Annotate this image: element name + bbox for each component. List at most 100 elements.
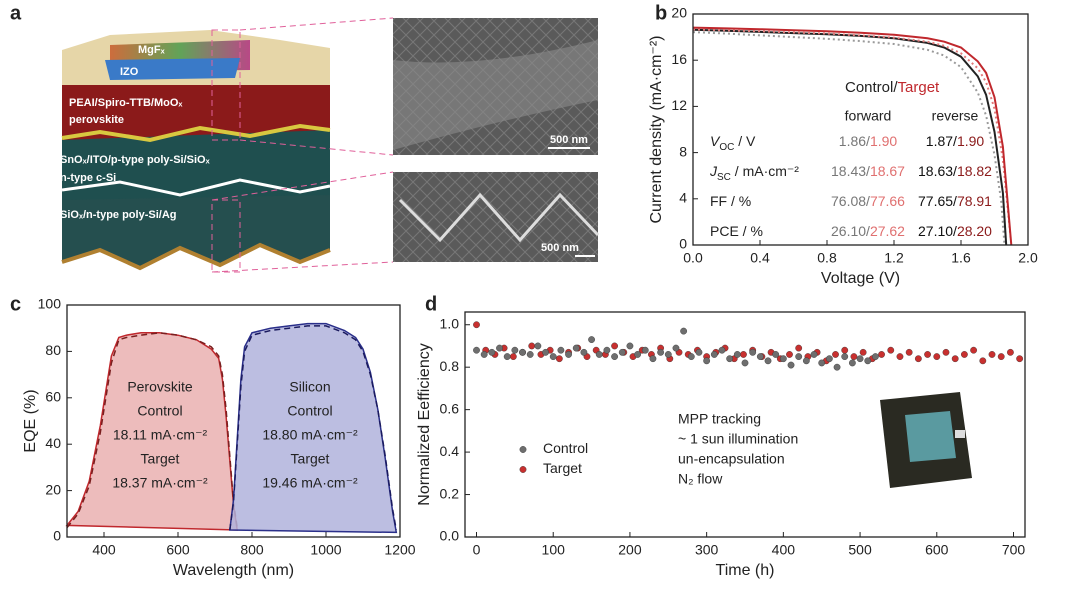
row-label-part: V (710, 133, 721, 149)
x-tick-label: 0.4 (750, 250, 770, 266)
scale-bar-label: 500 nm (541, 242, 579, 254)
data-point (933, 353, 941, 360)
target-value: 28.20 (957, 223, 992, 239)
y-tick-label: 40 (45, 435, 61, 451)
panel-label: d (425, 293, 437, 315)
control-value: 1.87 (926, 133, 953, 149)
x-tick-label: 400 (92, 542, 116, 558)
eqe-annotation: Control (287, 403, 332, 419)
x-tick-label: 100 (542, 542, 566, 558)
column-header: forward (845, 108, 892, 124)
row-label-part: FF / % (710, 193, 751, 209)
row-label-part: SC (717, 172, 731, 183)
device-photo (880, 392, 972, 488)
panel-label: c (10, 293, 21, 315)
data-point (488, 348, 496, 356)
table-cell: 27.10/28.20 (918, 223, 992, 239)
target-value: 18.67 (870, 163, 905, 179)
layer-label: MgFₓ (138, 44, 166, 56)
x-tick-label: 0 (473, 542, 481, 558)
y-tick-label: 60 (45, 389, 61, 405)
table-cell: 1.86/1.90 (839, 133, 898, 149)
target-value: 18.82 (957, 163, 992, 179)
x-tick-label: 1.6 (951, 250, 971, 266)
data-point (634, 351, 642, 358)
condition-annotation: un-encapsulation (678, 451, 785, 467)
data-point (960, 351, 968, 358)
data-point (496, 344, 503, 352)
jv-curve (692, 26, 1013, 246)
header-target: Target (898, 79, 941, 96)
x-tick-label: 400 (772, 542, 796, 558)
y-tick-label: 12 (671, 97, 687, 113)
control-value: 27.10 (918, 223, 953, 239)
data-point (526, 351, 534, 358)
layer-label: SnOₓ/ITO/p-type poly-Si/SiOₓ (60, 154, 211, 166)
data-point (864, 357, 872, 365)
y-tick-label: 4 (679, 190, 687, 206)
data-point (555, 355, 563, 363)
separator: / (866, 163, 870, 179)
y-tick-label: 0.0 (440, 528, 460, 544)
separator: / (866, 223, 870, 239)
data-point (1007, 348, 1014, 356)
data-point (580, 348, 588, 356)
eqe-annotation: 19.46 mA·cm⁻² (262, 475, 358, 491)
data-point (519, 348, 526, 356)
data-point (905, 348, 913, 356)
data-point (951, 355, 959, 363)
layer-label: n-type c-Si (60, 172, 116, 184)
eqe-curve (229, 325, 398, 531)
panel-label: a (10, 2, 22, 24)
table-cell: 1.87/1.90 (926, 133, 985, 149)
header-control: Control (845, 79, 893, 96)
data-point (480, 351, 488, 358)
data-point (997, 353, 1005, 360)
table-cell: 18.43/18.67 (831, 163, 905, 179)
data-point (703, 357, 711, 365)
separator: / (866, 133, 870, 149)
data-point (611, 342, 618, 350)
data-point (511, 346, 519, 354)
data-point (595, 351, 603, 358)
data-point (741, 359, 749, 367)
control-value: 77.65 (918, 193, 953, 209)
y-tick-label: 100 (38, 296, 62, 312)
data-point (970, 346, 978, 354)
x-tick-label: 300 (695, 542, 719, 558)
eqe-annotation: Target (291, 451, 330, 467)
plot (65, 322, 398, 534)
data-point (779, 355, 787, 363)
x-tick-label: 1.2 (884, 250, 904, 266)
data-point (687, 353, 695, 360)
eqe-annotation: 18.80 mA·cm⁻² (262, 427, 358, 443)
data-point (557, 346, 565, 354)
control-value: 1.86 (839, 133, 866, 149)
separator: / (953, 133, 957, 149)
y-tick-label: 80 (45, 342, 61, 358)
data-point (733, 351, 741, 358)
eqe-annotation: 18.11 mA·cm⁻² (113, 427, 208, 443)
layer-label: PEAI/Spiro-TTB/MoOₓ (69, 97, 183, 109)
data-point (795, 353, 803, 360)
data-point (841, 346, 849, 354)
y-tick-label: 0.8 (440, 358, 460, 374)
y-axis-label: EQE (%) (22, 389, 39, 452)
data-point (503, 353, 511, 360)
data-point (726, 355, 734, 363)
control-value: 18.63 (918, 163, 953, 179)
x-tick-label: 2.0 (1018, 250, 1038, 266)
data-point (549, 353, 557, 360)
table-cell: 77.65/78.91 (918, 193, 992, 209)
x-tick-label: 600 (925, 542, 949, 558)
y-tick-label: 1.0 (440, 315, 460, 331)
table-cell: 76.08/77.66 (831, 193, 905, 209)
eqe-annotation: Silicon (289, 379, 330, 395)
data-point (988, 351, 996, 358)
row-label-part: J (709, 163, 718, 179)
data-point (572, 344, 580, 352)
control-value: 76.08 (831, 193, 866, 209)
data-point (878, 351, 885, 358)
eqe-annotation: Control (137, 403, 182, 419)
